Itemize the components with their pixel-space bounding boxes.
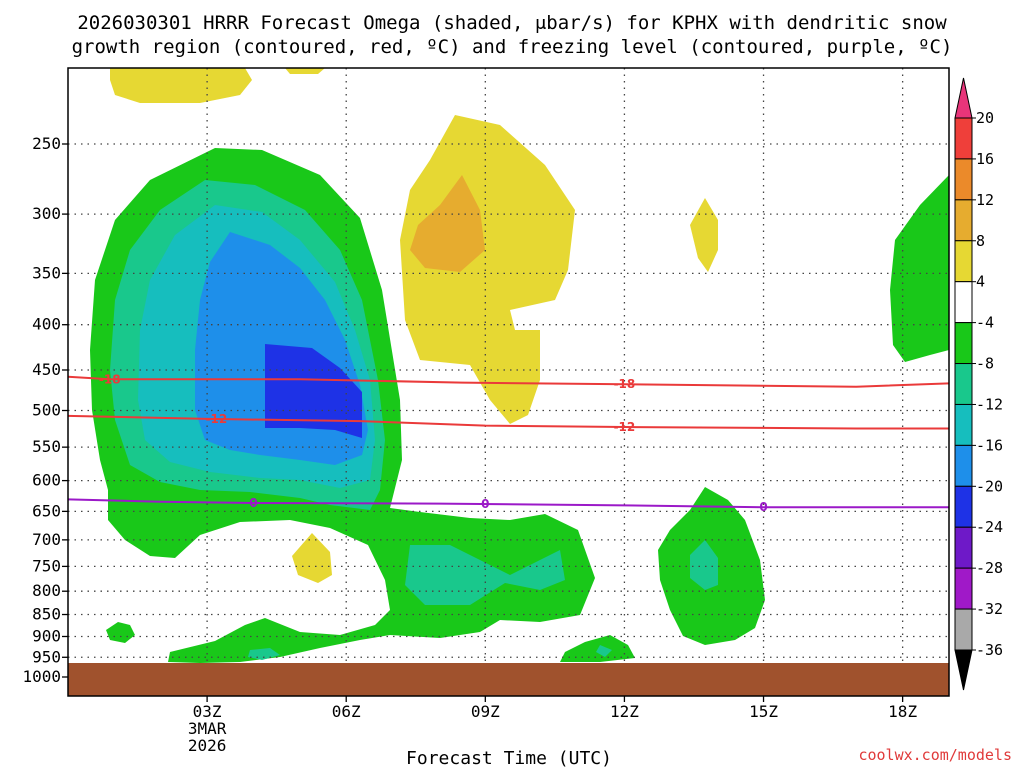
plot-area: -18 -18 -12 -12 0 0 0 (67, 67, 950, 697)
colorbar-label: 12 (976, 191, 994, 209)
plot-frame (67, 67, 950, 697)
omega-fill-positive-06z-low (292, 533, 332, 583)
omega-fill-negative-19z (890, 175, 949, 362)
contour-label: 0 (759, 500, 767, 514)
contour-label: -18 (614, 377, 636, 391)
omega-fill-positive-14z (690, 198, 718, 272)
contour-label: 0 (249, 496, 257, 510)
colorbar-label: -16 (976, 436, 1003, 454)
contour-lines: -18 -18 -12 -12 0 0 0 (67, 372, 950, 514)
credit-text: coolwx.com/models (858, 746, 1012, 764)
colorbar-label: -4 (976, 314, 994, 332)
colorbar-bottom-arrow (954, 649, 973, 691)
x-tick-label: 18Z (888, 702, 917, 721)
colorbar-label: -8 (976, 355, 994, 373)
colorbar-label: -12 (976, 395, 1003, 413)
colorbar-label: -28 (976, 559, 1003, 577)
y-tick-label: 350 (32, 263, 61, 282)
colorbar-swatch (954, 567, 973, 610)
y-tick-label: 250 (32, 134, 61, 153)
colorbar-label: -36 (976, 641, 1003, 659)
chart-title-line2: growth region (contoured, red, ºC) and f… (72, 36, 953, 58)
colorbar-swatch (954, 240, 973, 283)
x-tick-year: 2026 (188, 736, 227, 755)
colorbar-label: -32 (976, 600, 1003, 618)
omega-fill-positive-top (110, 68, 252, 103)
omega-fill-negative-14z-core (690, 540, 718, 590)
contour-label: -12 (206, 412, 228, 426)
colorbar-swatch (954, 526, 973, 569)
contour-label: -18 (99, 372, 121, 386)
colorbar-swatch (954, 117, 973, 160)
omega-fill-positive-top-small (285, 68, 325, 74)
colorbar-swatch (954, 485, 973, 528)
colorbar-swatch (954, 403, 973, 446)
x-tick-label: 03Z (193, 702, 222, 721)
contour-line-0 (67, 498, 949, 509)
omega-fill-minus20 (265, 344, 362, 438)
y-tick-label: 750 (32, 556, 61, 575)
colorbar-swatch (954, 158, 973, 201)
colorbar-label: 8 (976, 232, 985, 250)
y-tick-label: 650 (32, 501, 61, 520)
grid-lines (68, 68, 949, 696)
contour-label: -12 (614, 420, 636, 434)
y-tick-label: 700 (32, 530, 61, 549)
colorbar-label: 4 (976, 273, 985, 291)
omega-fill-negative-12z-low-core (596, 645, 612, 657)
colorbar-swatch (954, 322, 973, 365)
y-tick-label: 400 (32, 315, 61, 334)
y-tick-label: 850 (32, 605, 61, 624)
omega-fill-negative-02z (106, 622, 135, 643)
y-tick-label: 1000 (22, 667, 61, 686)
contour-line--18 (67, 375, 950, 388)
colorbar-swatch (954, 444, 973, 487)
y-tick-label: 600 (32, 471, 61, 490)
y-tick-label: 500 (32, 401, 61, 420)
x-tick-label: 06Z (332, 702, 361, 721)
colorbar-swatch (954, 281, 973, 324)
omega-fill-negative-05z-core (248, 648, 280, 660)
colorbar: 20 16 12 8 4 -4 -8 -12 -16 -20 -24 -28 -32 -36 (954, 77, 1003, 691)
x-tick-date: 3MAR (188, 719, 227, 738)
colorbar-label: 16 (976, 150, 994, 168)
colorbar-label: 20 (976, 109, 994, 127)
omega-fill-positive-09z-core (410, 175, 485, 272)
contour-label: 0 (481, 497, 489, 511)
y-tick-label: 800 (32, 581, 61, 600)
colorbar-swatch (954, 199, 973, 242)
y-tick-label: 300 (32, 204, 61, 223)
colorbar-top-arrow (954, 77, 973, 119)
ground-surface (68, 663, 949, 696)
x-tick-label: 15Z (749, 702, 778, 721)
y-axis-ticks: 250 300 350 400 450 500 550 600 650 700 750 800 850 9… (22, 134, 68, 686)
x-tick-label: 09Z (471, 702, 500, 721)
y-tick-label: 950 (32, 647, 61, 666)
colorbar-label: -20 (976, 477, 1003, 495)
x-axis-label: Forecast Time (UTC) (406, 748, 612, 768)
x-tick-label: 12Z (610, 702, 639, 721)
contour-line--12 (67, 414, 949, 430)
colorbar-label: -24 (976, 518, 1003, 536)
y-tick-label: 900 (32, 626, 61, 645)
omega-fill-negative-12z-low (560, 635, 635, 662)
omega-shading (90, 68, 949, 663)
colorbar-swatch (954, 363, 973, 405)
y-tick-label: 450 (32, 360, 61, 379)
y-tick-label: 550 (32, 437, 61, 456)
omega-fill-positive-09z (400, 115, 575, 424)
chart-title-line1: 2026030301 HRRR Forecast Omega (shaded, … (77, 12, 947, 34)
colorbar-swatch (954, 608, 973, 651)
